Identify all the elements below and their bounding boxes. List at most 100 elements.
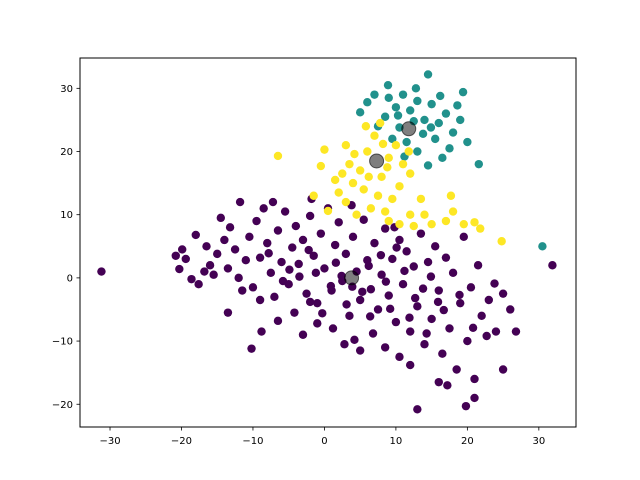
- scatter-point-cluster-0-116: [268, 197, 278, 207]
- scatter-point-cluster-0-102: [395, 352, 404, 362]
- scatter-point-cluster-2-19: [380, 207, 390, 216]
- scatter-point-cluster-0-24: [259, 204, 268, 213]
- scatter-point-cluster-2-5: [309, 191, 318, 200]
- scatter-point-cluster-2-18: [388, 194, 397, 204]
- scatter-point-cluster-0-71: [427, 314, 436, 324]
- scatter-point-cluster-0-86: [484, 295, 494, 305]
- scatter-point-cluster-0-74: [438, 349, 447, 358]
- scatter-point-cluster-1-3: [370, 90, 379, 99]
- scatter-point-cluster-0-16: [230, 245, 240, 254]
- scatter-point-cluster-0-151: [548, 261, 557, 270]
- points-layer: [97, 70, 557, 414]
- scatter-point-cluster-2-39: [361, 122, 371, 131]
- scatter-point-cluster-2-14: [391, 141, 401, 150]
- scatter-point-cluster-0-96: [298, 330, 308, 339]
- scatter-point-cluster-0-1: [171, 251, 180, 260]
- scatter-point-cluster-0-139: [426, 272, 436, 281]
- scatter-point-cluster-0-3: [175, 264, 184, 274]
- scatter-point-cluster-2-44: [416, 194, 426, 204]
- scatter-point-cluster-0-95: [247, 344, 256, 353]
- scatter-point-cluster-0-76: [445, 324, 454, 333]
- scatter-point-cluster-0-64: [402, 247, 411, 256]
- scatter-point-cluster-1-31: [436, 91, 445, 101]
- scatter-point-cluster-0-77: [448, 268, 458, 278]
- scatter-point-cluster-2-16: [405, 169, 415, 178]
- x-tick-label: 20: [461, 436, 474, 447]
- scatter-point-cluster-0-13: [220, 235, 229, 245]
- scatter-point-cluster-0-25: [263, 238, 272, 248]
- scatter-point-cluster-1-25: [388, 134, 397, 144]
- scatter-point-cluster-0-23: [255, 253, 265, 262]
- scatter-point-cluster-0-126: [381, 277, 391, 286]
- scatter-point-cluster-1-28: [418, 129, 428, 139]
- scatter-point-cluster-0-49: [348, 232, 358, 242]
- x-tick-label: −10: [242, 436, 263, 447]
- scatter-point-cluster-0-17: [234, 273, 243, 283]
- scatter-point-cluster-0-90: [511, 327, 521, 336]
- scatter-point-cluster-2-45: [409, 221, 418, 231]
- scatter-point-cluster-0-105: [434, 377, 443, 387]
- scatter-point-cluster-0-82: [466, 283, 476, 292]
- scatter-point-cluster-2-8: [348, 178, 358, 188]
- scatter-point-cluster-0-52: [359, 215, 368, 224]
- centroid-cluster-0: [344, 270, 360, 286]
- scatter-point-cluster-0-61: [391, 317, 401, 327]
- scatter-point-cluster-0-134: [285, 265, 294, 274]
- scatter-point-cluster-0-14: [223, 264, 233, 273]
- scatter-point-cluster-0-69: [420, 340, 429, 349]
- scatter-point-cluster-1-10: [405, 106, 415, 115]
- scatter-point-cluster-0-92: [290, 308, 299, 317]
- scatter-point-cluster-0-48: [345, 311, 354, 320]
- scatter-point-cluster-1-21: [423, 161, 433, 170]
- scatter-point-cluster-0-0: [97, 267, 106, 276]
- x-tick-label: −20: [171, 436, 192, 447]
- scatter-point-cluster-2-35: [470, 218, 479, 227]
- scatter-point-cluster-0-10: [209, 270, 218, 279]
- scatter-point-cluster-2-9: [355, 166, 365, 175]
- scatter-point-cluster-0-99: [350, 335, 359, 344]
- scatter-point-cluster-0-138: [410, 293, 420, 303]
- y-tick-label: 20: [60, 147, 73, 158]
- scatter-point-cluster-0-135: [264, 249, 273, 258]
- x-tick-label: 0: [321, 436, 327, 447]
- centroid-cluster-1: [401, 121, 417, 137]
- scatter-point-cluster-0-39: [313, 298, 322, 308]
- scatter-point-cluster-2-41: [383, 163, 392, 172]
- scatter-point-cluster-0-79: [456, 298, 465, 308]
- scatter-point-cluster-0-87: [491, 327, 501, 336]
- scatter-point-cluster-2-28: [405, 210, 415, 219]
- scatter-point-cluster-2-32: [448, 207, 458, 216]
- scatter-point-cluster-0-26: [266, 268, 276, 278]
- scatter-point-cluster-0-146: [439, 305, 448, 315]
- y-tick-label: 30: [60, 84, 73, 95]
- scatter-point-cluster-0-35: [298, 235, 308, 245]
- scatter-point-cluster-1-4: [363, 98, 372, 107]
- scatter-point-cluster-0-83: [470, 374, 479, 384]
- scatter-point-cluster-0-133: [358, 287, 367, 296]
- scatter-point-cluster-0-51: [355, 295, 365, 305]
- scatter-point-cluster-2-1: [320, 145, 329, 154]
- y-axis: −20 −10 0 10 20 30: [52, 84, 80, 411]
- scatter-point-cluster-0-103: [405, 360, 415, 370]
- scatter-point-cluster-0-136: [376, 250, 386, 260]
- scatter-point-cluster-1-29: [431, 134, 440, 144]
- scatter-point-cluster-2-27: [395, 219, 404, 229]
- scatter-point-cluster-0-85: [477, 311, 486, 320]
- scatter-point-cluster-1-7: [384, 93, 393, 103]
- scatter-point-cluster-0-58: [380, 224, 390, 233]
- scatter-point-cluster-2-4: [334, 188, 343, 197]
- scatter-point-cluster-2-46: [378, 139, 388, 149]
- scatter-point-cluster-2-29: [420, 210, 429, 219]
- scatter-point-cluster-0-55: [370, 238, 379, 248]
- scatter-point-cluster-0-80: [459, 232, 468, 242]
- scatter-point-cluster-0-115: [200, 267, 209, 276]
- scatter-point-cluster-0-91: [305, 297, 315, 307]
- scatter-point-cluster-0-149: [482, 331, 491, 341]
- scatter-point-cluster-1-19: [445, 144, 454, 153]
- scatter-point-cluster-1-22: [413, 147, 422, 156]
- scatter-point-cluster-0-112: [223, 308, 233, 317]
- scatter-point-cluster-0-131: [326, 281, 336, 291]
- scatter-point-cluster-0-20: [245, 232, 254, 242]
- scatter-point-cluster-0-5: [187, 274, 196, 284]
- scatter-point-cluster-2-7: [341, 197, 351, 207]
